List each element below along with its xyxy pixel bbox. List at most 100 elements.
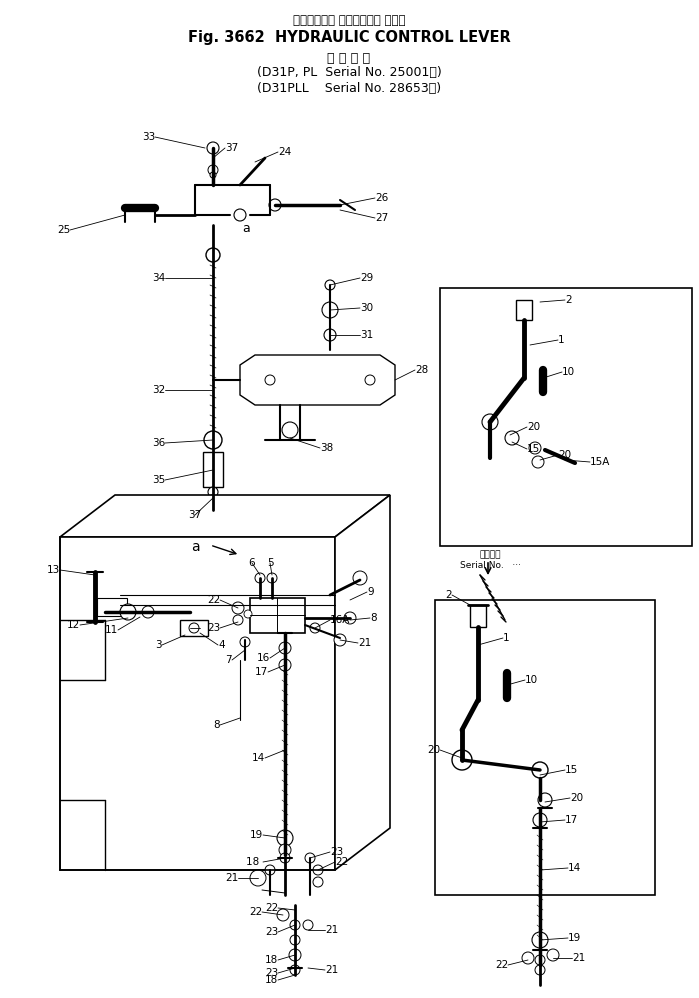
Circle shape — [313, 877, 323, 887]
Text: 18: 18 — [247, 857, 263, 867]
Circle shape — [206, 248, 220, 262]
Circle shape — [452, 750, 472, 770]
Text: 14: 14 — [252, 753, 265, 763]
Text: 1: 1 — [503, 633, 510, 643]
Text: 25: 25 — [57, 225, 70, 235]
Circle shape — [532, 456, 544, 468]
Circle shape — [279, 844, 291, 856]
Text: 4: 4 — [218, 640, 224, 650]
Text: 8: 8 — [213, 720, 220, 730]
Text: 37: 37 — [225, 143, 238, 153]
Text: 9: 9 — [367, 587, 374, 597]
Text: 17: 17 — [254, 667, 268, 677]
Text: 29: 29 — [360, 273, 373, 283]
Circle shape — [234, 209, 246, 221]
Circle shape — [303, 920, 313, 930]
Text: 35: 35 — [152, 475, 165, 485]
Text: 5: 5 — [267, 558, 273, 568]
Text: 24: 24 — [278, 147, 291, 157]
Bar — [97, 598, 127, 616]
Circle shape — [313, 865, 323, 875]
Circle shape — [189, 623, 199, 633]
Text: 32: 32 — [152, 385, 165, 395]
Circle shape — [290, 920, 300, 930]
Circle shape — [529, 442, 541, 454]
Bar — [470, 605, 486, 627]
Polygon shape — [240, 355, 395, 405]
Text: 適 用 号 機: 適 用 号 機 — [327, 52, 370, 65]
Text: (D31P, PL  Serial No. 25001～): (D31P, PL Serial No. 25001～) — [257, 66, 441, 79]
Text: a: a — [191, 540, 199, 554]
Circle shape — [142, 606, 154, 618]
Text: 19: 19 — [250, 830, 263, 840]
Text: 23: 23 — [265, 968, 278, 978]
Circle shape — [206, 495, 220, 509]
Circle shape — [265, 375, 275, 385]
Circle shape — [547, 949, 559, 961]
Circle shape — [282, 422, 298, 438]
Text: 7: 7 — [225, 655, 232, 665]
Text: 20: 20 — [570, 793, 583, 803]
Text: 22: 22 — [265, 903, 278, 913]
Text: 28: 28 — [415, 365, 428, 375]
Circle shape — [322, 302, 338, 318]
Circle shape — [334, 634, 346, 646]
Text: 31: 31 — [360, 330, 373, 340]
Text: 38: 38 — [320, 443, 333, 453]
Text: 21: 21 — [325, 925, 338, 935]
Text: 33: 33 — [142, 132, 155, 142]
Polygon shape — [60, 495, 390, 537]
Circle shape — [233, 615, 243, 625]
Text: 26: 26 — [375, 193, 388, 203]
Circle shape — [204, 431, 222, 449]
Text: 2: 2 — [445, 590, 452, 600]
Text: 適用号機: 適用号機 — [480, 551, 500, 560]
Circle shape — [279, 659, 291, 671]
Circle shape — [353, 571, 367, 585]
Circle shape — [344, 612, 356, 624]
Circle shape — [289, 949, 301, 961]
Circle shape — [532, 762, 548, 778]
Text: 10: 10 — [562, 367, 575, 377]
Text: 20: 20 — [427, 745, 440, 755]
Bar — [180, 620, 208, 636]
Text: 12: 12 — [66, 620, 80, 630]
Text: 16: 16 — [257, 653, 270, 663]
Text: 1: 1 — [558, 335, 565, 345]
Circle shape — [505, 431, 519, 445]
Text: 23: 23 — [330, 847, 343, 857]
Circle shape — [325, 280, 335, 290]
Circle shape — [240, 637, 250, 647]
Text: 6: 6 — [249, 558, 255, 568]
Text: 21: 21 — [325, 965, 338, 975]
Circle shape — [290, 965, 300, 975]
Text: 27: 27 — [375, 213, 388, 223]
Text: (D31PLL    Serial No. 28653～): (D31PLL Serial No. 28653～) — [257, 82, 441, 95]
Circle shape — [532, 932, 548, 948]
Circle shape — [305, 853, 315, 863]
Text: 10: 10 — [525, 675, 538, 685]
Circle shape — [280, 853, 290, 863]
Bar — [516, 300, 532, 320]
Text: 15: 15 — [565, 765, 578, 775]
Text: 22: 22 — [495, 960, 508, 970]
Circle shape — [250, 870, 266, 886]
Text: 22: 22 — [207, 595, 220, 605]
Circle shape — [208, 487, 218, 497]
Circle shape — [279, 642, 291, 654]
Text: 36: 36 — [152, 438, 165, 448]
Circle shape — [208, 165, 218, 175]
Text: 22: 22 — [249, 907, 262, 917]
Text: ハイドロリッ コントロール レバー: ハイドロリッ コントロール レバー — [293, 14, 405, 27]
Text: 30: 30 — [360, 303, 373, 313]
Text: 19: 19 — [568, 933, 582, 943]
Circle shape — [324, 329, 336, 341]
Circle shape — [277, 830, 293, 846]
Text: 14: 14 — [568, 863, 582, 873]
Circle shape — [365, 375, 375, 385]
Polygon shape — [60, 537, 335, 870]
Text: 3: 3 — [155, 640, 162, 650]
Text: 23: 23 — [265, 927, 278, 937]
Circle shape — [265, 865, 275, 875]
Text: 15: 15 — [527, 444, 540, 454]
